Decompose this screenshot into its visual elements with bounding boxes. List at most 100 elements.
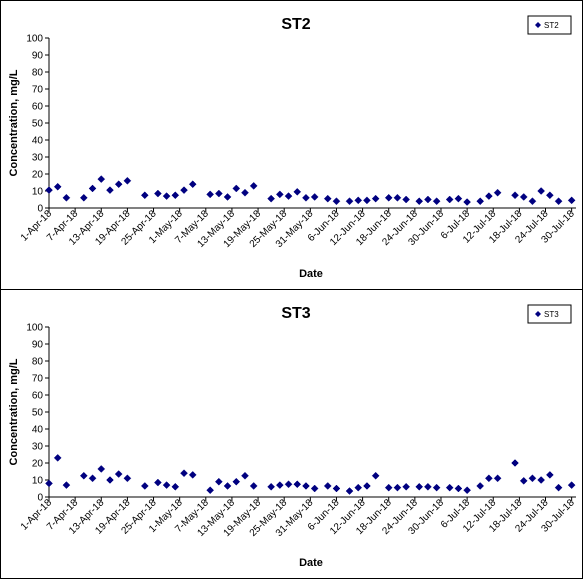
legend-marker: [535, 22, 541, 28]
data-point: [62, 481, 71, 489]
data-point: [284, 480, 293, 489]
legend-label: ST2: [544, 21, 559, 30]
y-tick-label: 40: [32, 425, 44, 436]
data-point: [154, 189, 162, 198]
data-point: [45, 186, 53, 195]
data-point: [106, 186, 114, 195]
data-point: [106, 476, 114, 484]
y-tick-label: 20: [32, 170, 44, 181]
data-point: [485, 474, 493, 483]
data-point: [445, 483, 454, 492]
data-point: [88, 474, 97, 483]
data-point: [354, 196, 363, 205]
y-tick-label: 30: [32, 153, 44, 164]
data-point: [62, 193, 71, 202]
data-point: [537, 187, 546, 195]
y-tick-label: 0: [37, 204, 43, 215]
data-point: [345, 197, 354, 206]
data-point: [114, 470, 123, 478]
legend: ST2: [527, 15, 572, 35]
data-point: [363, 482, 371, 490]
data-point: [114, 180, 123, 189]
data-point: [310, 193, 319, 201]
data-point: [53, 454, 62, 462]
y-tick-label: 60: [32, 391, 44, 402]
data-point: [554, 197, 563, 206]
data-point: [511, 459, 519, 467]
legend: ST3: [527, 304, 572, 324]
data-point: [511, 191, 519, 200]
data-point: [293, 480, 302, 489]
data-point: [310, 484, 319, 493]
data-point: [463, 198, 471, 206]
data-point: [567, 196, 576, 205]
data-point: [223, 193, 232, 201]
y-tick-label: 100: [26, 323, 43, 334]
data-point: [206, 190, 215, 199]
y-tick-label: 10: [32, 476, 44, 487]
data-point: [384, 483, 393, 492]
data-point: [567, 481, 576, 489]
data-point: [554, 483, 563, 492]
y-tick-label: 20: [32, 459, 44, 470]
chart-st2: ST201020304050607080901001-Apr-187-Apr-1…: [8, 15, 577, 280]
data-point: [393, 483, 402, 492]
data-point: [485, 192, 493, 200]
data-point: [79, 471, 88, 480]
data-point: [154, 478, 162, 487]
chart-title: ST3: [281, 305, 310, 322]
legend-marker: [535, 311, 541, 317]
data-point: [267, 194, 275, 203]
data-point: [454, 194, 463, 203]
y-tick-label: 30: [32, 442, 44, 453]
data-point: [345, 487, 354, 495]
data-point: [493, 474, 502, 483]
chart-panel-st3: ST3 0 10 20 30 40 50 60 70 80 90 100 1-Apr-18 7-Apr-1…: [0, 289, 583, 579]
data-point: [45, 479, 53, 488]
y-axis-label: Concentration, mg/L: [8, 358, 20, 465]
data-point: [79, 193, 88, 202]
data-point: [293, 187, 302, 196]
data-point: [415, 197, 424, 206]
data-point: [393, 193, 402, 202]
y-tick-label: 70: [32, 85, 44, 96]
data-point: [140, 482, 149, 490]
y-tick-label: 90: [32, 51, 44, 62]
data-point: [454, 484, 463, 493]
data-point: [188, 180, 197, 189]
y-tick-label: 90: [32, 340, 44, 351]
data-point: [537, 476, 546, 484]
data-point: [528, 474, 537, 483]
data-point: [123, 176, 132, 185]
data-point: [275, 481, 284, 489]
data-point: [140, 191, 149, 200]
data-point: [519, 193, 528, 201]
data-point: [402, 482, 410, 491]
legend-box: [527, 304, 572, 324]
data-point: [424, 195, 432, 204]
y-tick-label: 50: [32, 119, 44, 130]
data-point: [97, 465, 106, 473]
y-tick-label: 0: [37, 493, 43, 504]
data-point: [528, 197, 537, 206]
y-tick-label: 80: [32, 68, 44, 79]
data-point: [493, 188, 502, 197]
data-point: [171, 191, 180, 200]
data-point: [88, 184, 97, 193]
data-point: [215, 477, 223, 486]
data-point: [97, 175, 106, 183]
data-point: [476, 482, 485, 490]
data-point: [123, 474, 132, 483]
data-point: [180, 469, 188, 478]
y-tick-label: 40: [32, 136, 44, 147]
data-point: [275, 190, 284, 199]
data-point: [332, 197, 341, 206]
data-point: [241, 471, 249, 480]
data-point: [432, 197, 441, 206]
data-point: [476, 197, 485, 206]
data-point: [180, 186, 188, 195]
data-point: [546, 471, 554, 479]
y-tick-label: 100: [26, 34, 43, 45]
data-point: [267, 482, 275, 491]
y-tick-label: 60: [32, 102, 44, 113]
